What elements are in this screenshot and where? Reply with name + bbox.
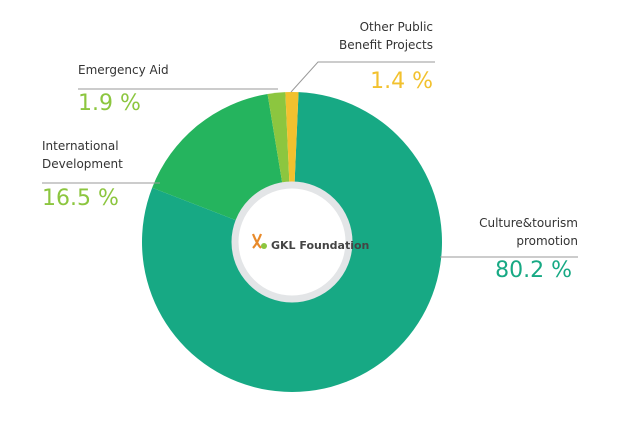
category-label: Culture&tourism promotion bbox=[479, 216, 578, 248]
category-label: Other Public Benefit Projects bbox=[339, 20, 433, 52]
category-label: International Development bbox=[42, 139, 123, 171]
donut-segment bbox=[285, 92, 299, 242]
value-label: 1.9 % bbox=[78, 91, 141, 116]
center-logo: GKL Foundation bbox=[231, 181, 369, 303]
logo-icon bbox=[251, 233, 263, 249]
value-label: 1.4 % bbox=[370, 69, 433, 94]
value-label: 16.5 % bbox=[42, 186, 119, 211]
donut-hole bbox=[231, 181, 353, 303]
value-label: 80.2 % bbox=[495, 258, 572, 283]
logo-icon-dot bbox=[261, 243, 267, 249]
logo-text: GKL Foundation bbox=[271, 239, 369, 252]
category-label: Emergency Aid bbox=[78, 63, 169, 77]
leader-line bbox=[290, 61, 435, 93]
